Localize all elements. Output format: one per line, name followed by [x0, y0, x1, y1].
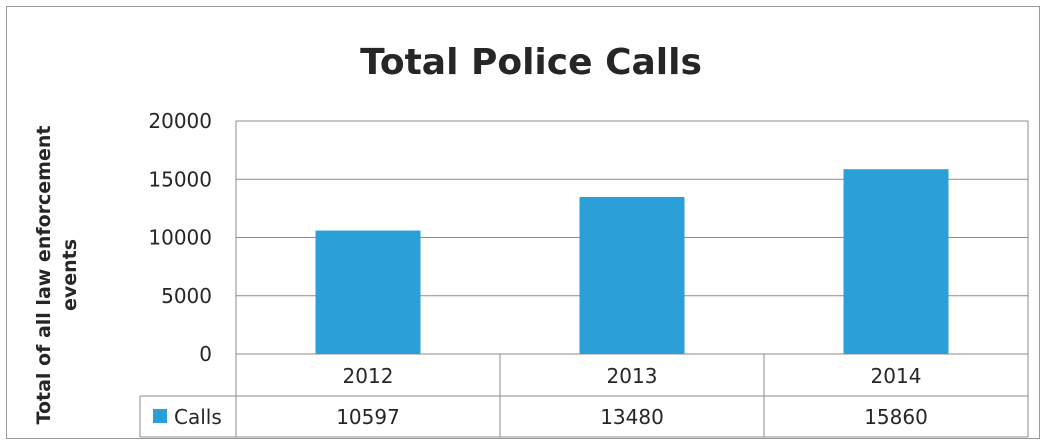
x-category-label: 2012 [343, 364, 394, 388]
x-category-label: 2014 [871, 364, 922, 388]
data-label: 10597 [336, 405, 400, 429]
x-category-label: 2013 [607, 364, 658, 388]
y-tick-label: 20000 [148, 109, 212, 133]
bar-2014 [843, 169, 949, 354]
y-tick-label: 0 [199, 342, 212, 366]
y-axis-label-line-2: events [59, 239, 81, 311]
y-tick-label: 15000 [148, 167, 212, 191]
table-row-label: Calls [174, 405, 222, 429]
bar-2012 [315, 230, 421, 354]
y-axis-label-line-1: Total of all law enforcement [33, 126, 55, 425]
data-label: 15860 [864, 405, 928, 429]
y-tick-label: 5000 [161, 284, 212, 308]
data-table: 2012 2013 2014 Calls 10597 13480 15860 [139, 121, 1029, 438]
y-tick-label: 10000 [148, 226, 212, 250]
legend-key [153, 409, 167, 423]
chart-title: Total Police Calls [360, 42, 702, 83]
y-tick-labels: 0 5000 10000 15000 20000 [148, 109, 212, 366]
y-axis-label: Total of all law enforcement events [33, 126, 81, 425]
data-label: 13480 [600, 405, 664, 429]
bar-2013 [579, 196, 685, 354]
bars [315, 169, 949, 354]
